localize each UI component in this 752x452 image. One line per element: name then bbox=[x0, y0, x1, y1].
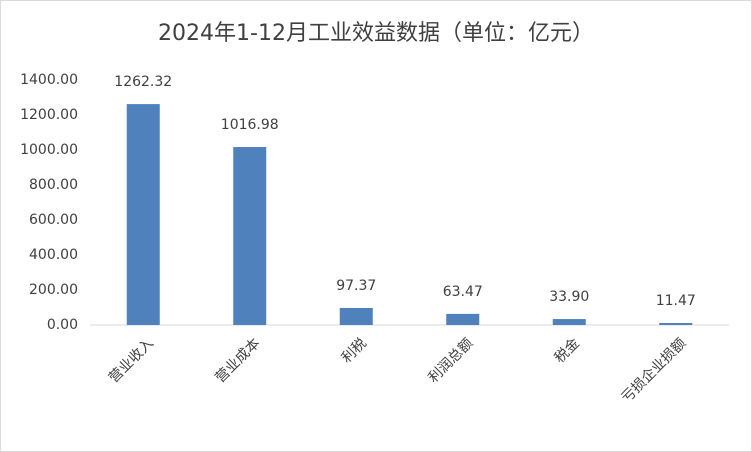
y-tick-label: 200.00 bbox=[29, 282, 78, 298]
y-tick-label: 1200.00 bbox=[20, 107, 78, 123]
data-label: 1262.32 bbox=[114, 74, 172, 90]
data-label: 97.37 bbox=[336, 278, 376, 294]
bar bbox=[446, 313, 480, 325]
bar bbox=[552, 319, 586, 325]
y-tick-label: 400.00 bbox=[29, 247, 78, 263]
bar bbox=[126, 104, 160, 326]
bar bbox=[659, 322, 693, 325]
data-label: 11.47 bbox=[656, 293, 696, 309]
bar bbox=[233, 147, 267, 325]
y-tick-label: 1400.00 bbox=[20, 72, 78, 88]
y-tick-label: 800.00 bbox=[29, 177, 78, 193]
y-tick-label: 0.00 bbox=[47, 317, 78, 333]
y-tick-label: 1000.00 bbox=[20, 142, 78, 158]
data-label: 63.47 bbox=[443, 284, 483, 300]
chart-title: 2024年1-12月工业效益数据（单位：亿元） bbox=[158, 21, 594, 46]
bar bbox=[339, 307, 373, 325]
data-label: 1016.98 bbox=[221, 117, 279, 133]
data-label: 33.90 bbox=[549, 289, 589, 305]
y-tick-label: 600.00 bbox=[29, 212, 78, 228]
